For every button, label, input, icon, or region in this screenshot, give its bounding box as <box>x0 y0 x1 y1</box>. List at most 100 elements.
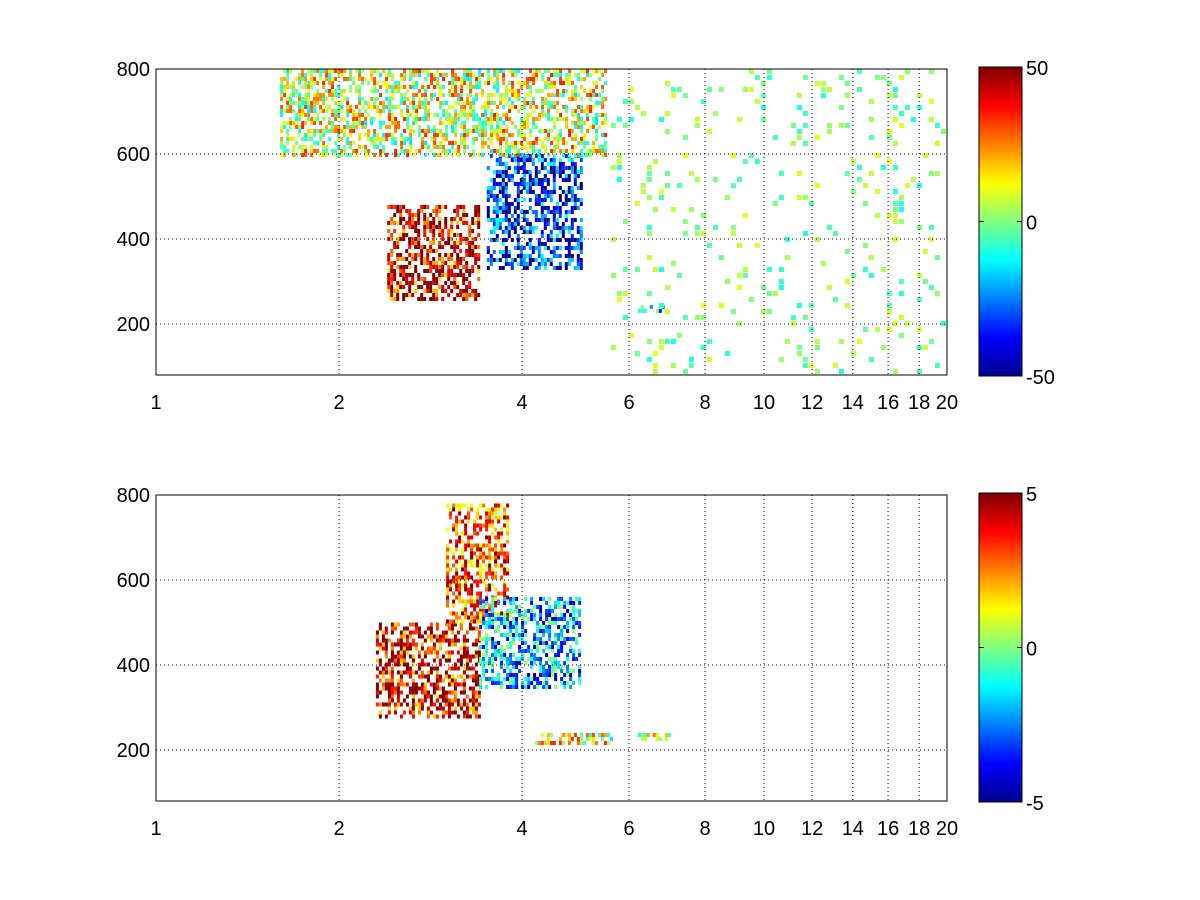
heatmap-cell <box>464 515 468 520</box>
heatmap-cell <box>796 105 802 110</box>
heatmap-cell <box>484 117 488 121</box>
heatmap-cell <box>573 170 577 174</box>
heatmap-cell <box>390 658 394 663</box>
heatmap-cell <box>387 678 391 683</box>
heatmap-cell <box>557 605 561 609</box>
heatmap-cell <box>575 609 579 613</box>
heatmap-cell <box>381 686 385 691</box>
heatmap-cell <box>516 186 520 190</box>
heatmap-cell <box>479 527 483 532</box>
heatmap-cell <box>506 617 510 621</box>
heatmap-cell <box>458 555 462 560</box>
heatmap-cell <box>862 327 868 332</box>
heatmap-cell <box>478 77 482 81</box>
heatmap-cell <box>898 207 904 212</box>
heatmap-cell <box>441 638 445 643</box>
heatmap-cell <box>488 637 492 641</box>
heatmap-cell <box>520 117 524 121</box>
heatmap-cell <box>474 694 478 699</box>
heatmap-cell <box>561 733 565 737</box>
heatmap-cell <box>571 129 575 133</box>
heatmap-cell <box>286 133 290 137</box>
heatmap-cell <box>485 645 489 649</box>
heatmap-cell <box>549 262 553 266</box>
heatmap-cell <box>540 733 544 737</box>
heatmap-cell <box>337 101 341 105</box>
heatmap-cell <box>554 637 558 641</box>
heatmap-cell <box>477 233 481 237</box>
heatmap-cell <box>421 105 425 109</box>
heatmap-cell <box>946 273 947 278</box>
heatmap-cell <box>766 309 772 314</box>
heatmap-cell <box>529 105 533 109</box>
heatmap-cell <box>505 137 509 141</box>
heatmap-cell <box>456 650 460 655</box>
heatmap-cell <box>500 665 504 669</box>
heatmap-cell <box>485 661 489 665</box>
heatmap-cell <box>523 121 527 125</box>
heatmap-cell <box>466 97 470 101</box>
heatmap-cell <box>405 626 409 631</box>
heatmap-cell <box>658 267 664 272</box>
heatmap-cell <box>494 681 498 685</box>
heatmap-cell <box>427 69 431 73</box>
heatmap-cell <box>432 281 436 285</box>
heatmap-cell <box>575 617 579 621</box>
heatmap-cell <box>464 571 468 576</box>
heatmap-cell <box>452 507 456 512</box>
heatmap-cell <box>592 117 596 121</box>
heatmap-cell <box>526 85 530 89</box>
heatmap-cell <box>504 238 508 242</box>
heatmap-cell <box>491 601 495 605</box>
heatmap-cell <box>454 85 458 89</box>
heatmap-cell <box>545 601 549 605</box>
heatmap-cell <box>491 547 495 552</box>
heatmap-cell <box>441 273 445 277</box>
heatmap-cell <box>549 166 553 170</box>
heatmap-cell <box>454 77 458 81</box>
heatmap-cell <box>560 625 564 629</box>
heatmap-cell <box>754 159 760 164</box>
heatmap-cell <box>322 117 326 121</box>
heatmap-cell <box>465 249 469 253</box>
heatmap-cell <box>521 625 525 629</box>
heatmap-cell <box>387 670 391 675</box>
heatmap-cell <box>569 645 573 649</box>
heatmap-cell <box>502 69 506 73</box>
heatmap-cell <box>575 621 579 625</box>
heatmap-cell <box>390 269 394 273</box>
heatmap-cell <box>564 166 568 170</box>
heatmap-cell <box>379 93 383 97</box>
heatmap-cell <box>349 133 353 137</box>
heatmap-cell <box>664 81 670 86</box>
heatmap-cell <box>565 109 569 113</box>
heatmap-cell <box>301 137 305 141</box>
heatmap-cell <box>552 246 556 250</box>
heatmap-cell <box>601 85 605 89</box>
heatmap-cell <box>292 89 296 93</box>
heatmap-cell <box>509 629 513 633</box>
heatmap-cell <box>438 634 442 639</box>
heatmap-cell <box>573 246 577 250</box>
heatmap-cell <box>364 117 368 121</box>
heatmap-cell <box>530 661 534 665</box>
heatmap-cell <box>502 77 506 81</box>
heatmap-cell <box>367 101 371 105</box>
heatmap-cell <box>504 210 508 214</box>
heatmap-cell <box>706 339 712 344</box>
heatmap-cell <box>579 250 583 254</box>
heatmap-cell <box>446 619 450 624</box>
heatmap-cell <box>429 265 433 269</box>
heatmap-cell <box>488 571 492 576</box>
heatmap-cell <box>474 710 478 715</box>
heatmap-cell <box>570 166 574 170</box>
heatmap-cell <box>450 289 454 293</box>
heatmap-cell <box>479 547 483 552</box>
heatmap-cell <box>463 113 467 117</box>
heatmap-cell <box>408 209 412 213</box>
heatmap-cell <box>343 133 347 137</box>
heatmap-cell <box>573 174 577 178</box>
heatmap-cell <box>934 141 940 146</box>
heatmap-cell <box>886 135 892 140</box>
heatmap-cell <box>537 178 541 182</box>
